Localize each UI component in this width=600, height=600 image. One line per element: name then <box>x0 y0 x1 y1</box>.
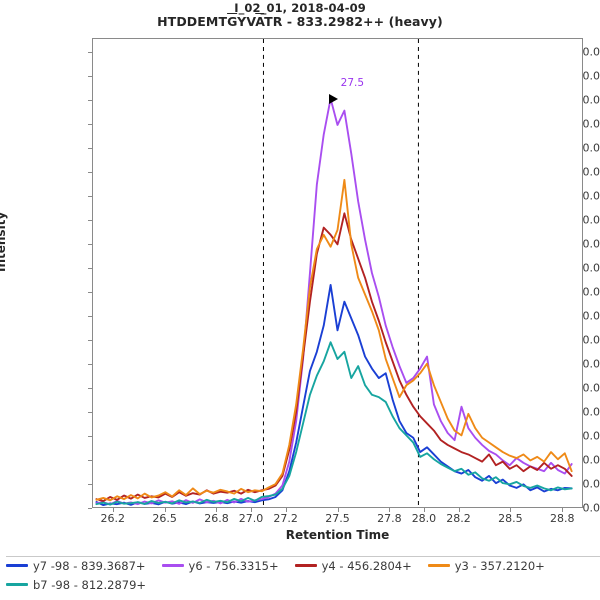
chart-title: I_02_01, 2018-04-09 HTDDEMTGYVATR - 833.… <box>0 1 600 29</box>
y-tick-mark <box>88 268 92 270</box>
y-tick-mark <box>88 172 92 174</box>
y-tick-mark <box>88 148 92 150</box>
x-tick-label: 27.2 <box>273 512 298 525</box>
y-tick-mark <box>88 508 92 509</box>
x-tick-mark <box>458 508 460 512</box>
x-tick-label: 28.0 <box>411 512 437 525</box>
legend-entry[interactable]: b7 -98 - 812.2879+ <box>6 578 146 592</box>
x-tick-label: 26.8 <box>204 512 229 525</box>
y-axis-label: Intensity <box>0 211 8 272</box>
x-tick-mark <box>389 508 391 512</box>
legend-color-swatch <box>161 564 184 567</box>
legend-color-swatch <box>6 583 28 586</box>
y-tick-mark <box>88 76 92 78</box>
legend-label: b7 -98 - 812.2879+ <box>33 577 147 592</box>
legend-entry[interactable]: y7 -98 - 839.3687+ <box>6 559 146 573</box>
x-tick-label: 27.0 <box>238 512 264 525</box>
x-tick-mark <box>510 508 512 512</box>
legend-entry[interactable]: y3 - 357.2120+ <box>427 558 545 573</box>
x-axis-label: Retention Time <box>285 528 390 542</box>
series-line[interactable] <box>95 341 573 506</box>
x-tick-label: 28.8 <box>550 512 575 525</box>
legend-label: y3 - 357.2120+ <box>454 558 545 573</box>
y-tick-mark <box>88 364 92 366</box>
x-tick-mark <box>562 508 564 512</box>
series-line[interactable] <box>95 178 573 502</box>
y-tick-mark <box>88 460 92 462</box>
x-tick-label: 28.2 <box>446 512 471 525</box>
legend: y7 -98 - 839.3687+ y6 - 756.3315+ y4 - 456… <box>6 556 600 598</box>
x-tick-mark <box>285 508 287 512</box>
x-tick-mark <box>112 508 114 512</box>
y-tick-mark <box>88 436 92 438</box>
legend-label: y6 - 756.3315+ <box>188 558 279 573</box>
legend-label: y7 -98 - 839.3687+ <box>33 558 146 573</box>
legend-entry[interactable]: y6 - 756.3315+ <box>161 558 279 573</box>
peptide-heavy-residue-1: G <box>227 14 238 29</box>
chart-title-line1: I_02_01, 2018-04-09 <box>234 1 366 15</box>
y-tick-mark <box>88 244 92 246</box>
x-tick-mark <box>337 508 339 512</box>
legend-color-swatch <box>427 564 450 567</box>
y-tick-mark <box>88 412 92 414</box>
x-tick-mark <box>216 508 218 512</box>
legend-row-primary: y7 -98 - 839.3687+ y6 - 756.3315+ y4 - 456… <box>6 556 596 575</box>
legend-color-swatch <box>294 564 317 567</box>
x-tick-mark <box>251 508 253 512</box>
plot-area[interactable] <box>92 38 583 508</box>
y-tick-label: 0.0 <box>582 501 600 515</box>
chart-title-line2: HTDDEMTGYVATR - 833.2982++ (heavy) <box>0 15 600 29</box>
y-tick-mark <box>88 484 92 486</box>
x-tick-mark <box>423 508 425 512</box>
peptide-suffix: TR - 833.2982++ (heavy) <box>264 14 443 29</box>
legend-divider <box>6 556 600 557</box>
x-tick-label: 28.5 <box>498 512 523 525</box>
y-tick-mark <box>88 124 92 126</box>
y-tick-mark <box>88 196 92 198</box>
x-tick-label: 26.5 <box>152 512 177 525</box>
peptide-heavy-residue-2: A <box>255 14 265 29</box>
peptide-prefix: HTDDEMT <box>157 14 228 29</box>
series-line[interactable] <box>95 283 573 507</box>
x-tick-label: 27.8 <box>377 512 402 525</box>
x-tick-mark <box>164 508 166 512</box>
legend-color-swatch <box>6 564 28 567</box>
y-tick-mark <box>88 52 92 54</box>
y-tick-mark <box>88 220 92 222</box>
y-tick-mark <box>88 100 92 102</box>
legend-entry[interactable]: y4 - 456.2804+ <box>294 558 412 573</box>
legend-row-secondary: b7 -98 - 812.2879+ <box>6 575 596 594</box>
y-tick-mark <box>88 316 92 318</box>
y-tick-mark <box>88 388 92 390</box>
x-tick-label: 27.5 <box>325 512 350 525</box>
peak-apex-marker-icon[interactable] <box>328 93 338 104</box>
x-tick-label: 26.2 <box>100 512 125 525</box>
series-canvas <box>95 39 573 507</box>
y-tick-mark <box>88 340 92 342</box>
y-tick-mark <box>88 292 92 294</box>
peptide-mid: YV <box>237 14 256 29</box>
legend-label: y4 - 456.2804+ <box>321 558 412 573</box>
